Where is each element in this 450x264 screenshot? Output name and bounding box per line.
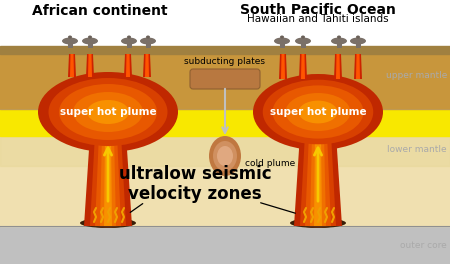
Ellipse shape xyxy=(209,136,241,176)
Bar xyxy=(0,0,450,46)
Bar xyxy=(0,136,450,166)
Polygon shape xyxy=(86,54,94,77)
Polygon shape xyxy=(301,54,305,79)
Polygon shape xyxy=(314,134,322,226)
FancyBboxPatch shape xyxy=(190,69,260,89)
Ellipse shape xyxy=(350,37,366,45)
Text: subducting plates: subducting plates xyxy=(184,57,266,66)
Bar xyxy=(145,40,150,48)
Ellipse shape xyxy=(337,35,341,39)
Ellipse shape xyxy=(59,84,157,140)
Bar xyxy=(0,46,450,54)
Ellipse shape xyxy=(38,72,178,152)
Ellipse shape xyxy=(73,92,143,132)
Ellipse shape xyxy=(82,37,98,45)
Ellipse shape xyxy=(273,85,364,139)
Polygon shape xyxy=(84,134,132,226)
Ellipse shape xyxy=(146,35,150,39)
Text: cold plume: cold plume xyxy=(245,159,295,168)
Bar xyxy=(0,226,450,264)
Bar xyxy=(126,40,131,48)
Ellipse shape xyxy=(213,141,237,171)
Text: African continent: African continent xyxy=(32,4,168,18)
Ellipse shape xyxy=(290,218,346,228)
Ellipse shape xyxy=(285,93,351,131)
Polygon shape xyxy=(310,134,326,226)
Ellipse shape xyxy=(263,80,373,144)
Polygon shape xyxy=(299,54,307,79)
Polygon shape xyxy=(279,54,287,79)
Text: upper mantle: upper mantle xyxy=(386,72,447,81)
Polygon shape xyxy=(88,54,92,77)
Bar xyxy=(68,40,72,48)
Ellipse shape xyxy=(295,37,311,45)
Ellipse shape xyxy=(280,35,284,39)
Ellipse shape xyxy=(87,100,129,124)
Polygon shape xyxy=(124,54,132,77)
Polygon shape xyxy=(305,134,331,226)
Bar xyxy=(356,40,360,48)
Bar xyxy=(0,54,450,109)
Polygon shape xyxy=(215,156,235,178)
Polygon shape xyxy=(354,54,362,79)
Text: super hot plume: super hot plume xyxy=(270,107,366,117)
Ellipse shape xyxy=(80,218,136,228)
Text: ultralow seismic
velocity zones: ultralow seismic velocity zones xyxy=(119,164,271,203)
Bar xyxy=(301,40,306,48)
Bar xyxy=(0,109,450,136)
Ellipse shape xyxy=(298,218,338,228)
Polygon shape xyxy=(68,54,76,77)
Ellipse shape xyxy=(88,35,92,39)
Polygon shape xyxy=(143,54,151,77)
Ellipse shape xyxy=(301,35,305,39)
Ellipse shape xyxy=(95,218,121,228)
Ellipse shape xyxy=(356,35,360,39)
Ellipse shape xyxy=(127,35,131,39)
Ellipse shape xyxy=(140,37,156,45)
Bar xyxy=(87,40,93,48)
Polygon shape xyxy=(100,134,116,226)
Ellipse shape xyxy=(88,218,128,228)
Ellipse shape xyxy=(298,101,338,123)
Text: super hot plume: super hot plume xyxy=(60,107,156,117)
Polygon shape xyxy=(95,134,121,226)
Ellipse shape xyxy=(62,37,78,45)
Ellipse shape xyxy=(331,37,347,45)
Polygon shape xyxy=(90,134,126,226)
Ellipse shape xyxy=(274,37,290,45)
Text: South Pacific Ocean: South Pacific Ocean xyxy=(240,3,396,17)
Bar xyxy=(279,40,284,48)
Ellipse shape xyxy=(68,35,72,39)
Polygon shape xyxy=(336,54,340,79)
Text: Hawaiian and Tahiti islands: Hawaiian and Tahiti islands xyxy=(247,14,389,24)
Text: outer core: outer core xyxy=(400,242,447,251)
Bar xyxy=(337,40,342,48)
Polygon shape xyxy=(281,54,285,79)
Ellipse shape xyxy=(253,74,383,150)
Ellipse shape xyxy=(49,78,167,146)
Bar xyxy=(0,136,450,226)
Ellipse shape xyxy=(121,37,137,45)
Polygon shape xyxy=(145,54,149,77)
Ellipse shape xyxy=(217,146,233,166)
Ellipse shape xyxy=(305,218,331,228)
Polygon shape xyxy=(70,54,74,77)
Polygon shape xyxy=(300,134,336,226)
Polygon shape xyxy=(126,54,130,77)
Polygon shape xyxy=(294,134,342,226)
Text: lower mantle: lower mantle xyxy=(387,144,447,153)
Polygon shape xyxy=(334,54,342,79)
Polygon shape xyxy=(104,134,112,226)
Polygon shape xyxy=(356,54,360,79)
